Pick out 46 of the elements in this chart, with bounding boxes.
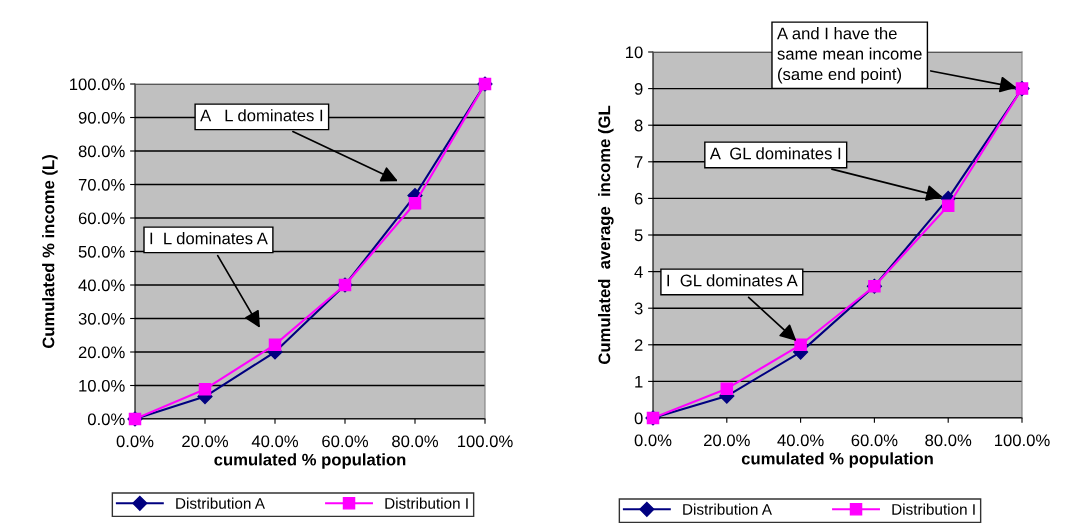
x-tick-label: 20.0% (704, 434, 750, 447)
y-tick-label: 0 (634, 412, 643, 425)
y-tick-label: 0.0% (87, 413, 125, 426)
x-axis-title: cumulated % population (741, 452, 933, 468)
y-tick-label: 100.0% (70, 78, 125, 91)
y-tick-label: 30.0% (78, 312, 125, 325)
y-tick-label: 20.0% (78, 346, 125, 359)
x-tick-label: 20.0% (182, 435, 229, 448)
x-tick-label: 100.0% (458, 435, 513, 448)
y-tick-label: 70.0% (78, 178, 125, 191)
y-tick-label: 7 (634, 156, 643, 168)
y-tick-label: 9 (634, 83, 643, 95)
annotation: A L dominates I (200, 109, 323, 122)
y-tick-label: 6 (634, 192, 643, 205)
y-tick-label: 60.0% (78, 212, 125, 225)
x-tick-label: 40.0% (777, 434, 824, 447)
annotation: A and I have the same mean income (same end point) (777, 27, 922, 84)
x-tick-label: 0.0% (116, 435, 154, 448)
x-tick-label: 80.0% (392, 435, 439, 448)
y-tick-label: 10.0% (79, 379, 125, 392)
y-axis-title: Cumulated % income (L) (42, 155, 58, 349)
y-axis-title: Cumulated average income (GL (598, 105, 614, 364)
y-tick-label: 90.0% (78, 111, 125, 124)
annotation: A GL dominates I (709, 147, 841, 160)
y-tick-label: 50.0% (78, 245, 125, 258)
y-tick-label: 1 (635, 375, 643, 388)
legend-label: Distribution I (892, 503, 975, 515)
x-tick-label: 100.0% (995, 434, 1050, 447)
y-tick-label: 5 (634, 229, 643, 242)
y-tick-label: 40.0% (78, 279, 125, 292)
x-tick-label: 80.0% (925, 434, 972, 447)
legend-label: Distribution A (683, 503, 772, 515)
y-tick-label: 10 (626, 46, 643, 59)
x-tick-label: 40.0% (251, 435, 299, 448)
x-tick-label: 60.0% (322, 435, 369, 448)
x-axis-title: cumulated % population (214, 453, 406, 469)
legend-label: Distribution A (176, 497, 265, 509)
y-tick-label: 2 (634, 339, 643, 351)
legend-label: Distribution I (385, 497, 468, 509)
x-tick-label: 60.0% (851, 434, 898, 447)
y-tick-label: 80.0% (78, 145, 125, 158)
y-tick-label: 3 (634, 302, 643, 315)
y-tick-label: 8 (634, 119, 643, 132)
annotation: I L dominates A (150, 232, 268, 245)
annotation: I GL dominates A (667, 274, 798, 287)
y-tick-label: 4 (634, 266, 643, 278)
